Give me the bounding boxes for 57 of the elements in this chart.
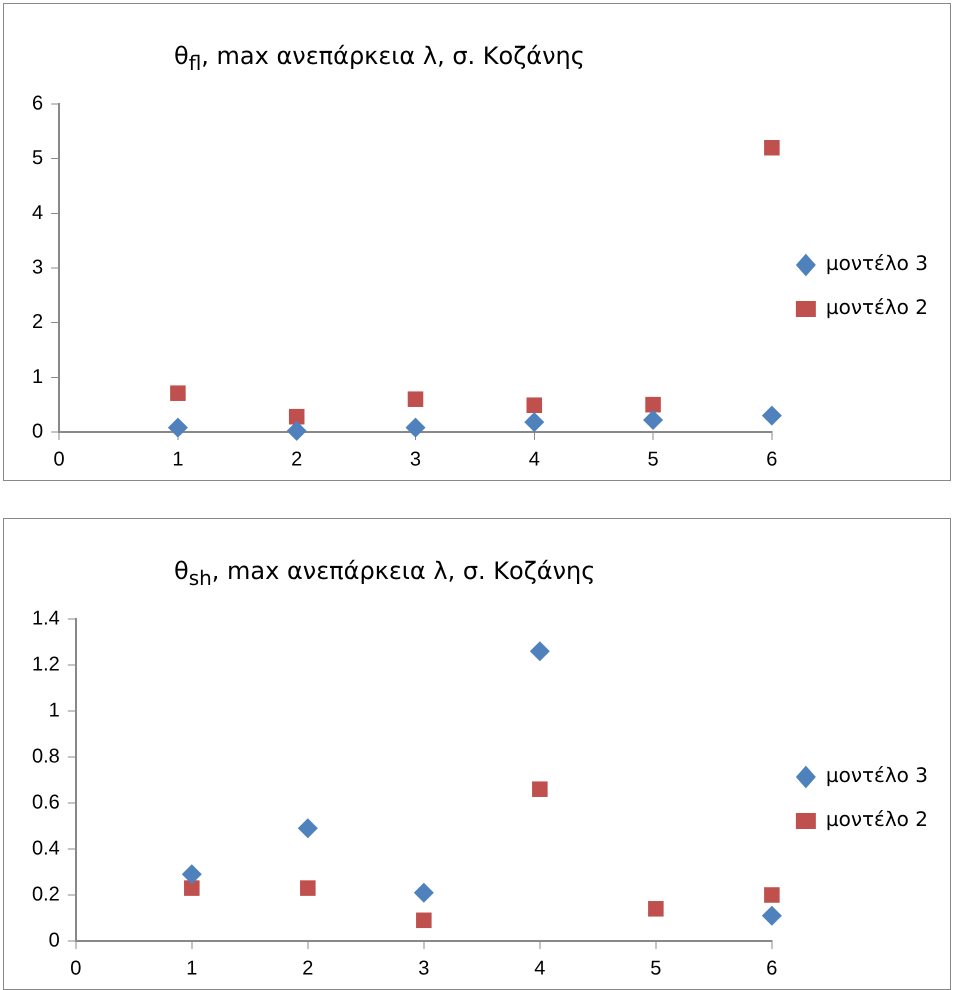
- x-tick-label: 1: [172, 448, 184, 471]
- point: [414, 882, 434, 903]
- point: [762, 406, 782, 426]
- point: [532, 781, 548, 797]
- y-tick-label: 1: [48, 700, 60, 722]
- point: [648, 901, 664, 917]
- point: [764, 140, 780, 156]
- point: [286, 420, 307, 441]
- legend-label: μοντέλο 3: [826, 763, 928, 788]
- y-tick-label: 1: [32, 366, 44, 388]
- x-tick-label: 2: [291, 448, 302, 471]
- point: [170, 385, 186, 401]
- y-tick-label: 0: [48, 930, 60, 952]
- x-tick-label: 1: [186, 958, 198, 980]
- point: [288, 408, 304, 424]
- y-tick-label: 0.4: [32, 838, 60, 860]
- x-tick-label: 5: [648, 448, 659, 471]
- x-tick-label: 0: [70, 958, 82, 980]
- x-tick-label: 2: [302, 958, 314, 980]
- y-tick-label: 1.2: [32, 654, 60, 676]
- x-tick-label: 3: [418, 958, 430, 980]
- y-tick-label: 0.6: [32, 792, 60, 814]
- x-tick-label: 3: [410, 448, 422, 471]
- y-tick-label: 3: [32, 256, 44, 279]
- legend-label: μοντέλο 2: [826, 295, 928, 320]
- point: [530, 641, 550, 662]
- y-tick-label: 1.4: [32, 608, 60, 630]
- chart-title: θ$_{fl}$, max ανεπάρκεια λ, σ. Κοζάνης: [174, 42, 585, 75]
- point: [643, 410, 664, 430]
- point: [184, 880, 200, 896]
- point: [524, 412, 544, 432]
- y-tick-label: 2: [32, 311, 44, 334]
- y-tick-label: 5: [32, 147, 44, 170]
- y-tick-label: 6: [32, 92, 44, 115]
- y-tick-label: 0.8: [32, 746, 60, 768]
- x-tick-label: 4: [528, 448, 540, 471]
- y-tick-label: 0.2: [32, 884, 60, 906]
- point: [645, 396, 661, 412]
- point: [764, 887, 780, 903]
- point: [298, 818, 318, 838]
- x-tick-label: 6: [766, 448, 778, 471]
- point: [405, 418, 426, 438]
- point: [408, 391, 424, 407]
- x-tick-label: 4: [534, 958, 546, 980]
- legend-label: μοντέλο 2: [826, 807, 928, 832]
- x-tick-label: 5: [650, 958, 662, 980]
- point: [416, 912, 432, 928]
- point: [168, 418, 188, 438]
- point: [182, 864, 202, 884]
- y-tick-label: 0: [32, 420, 44, 443]
- x-tick-label: 6: [766, 958, 778, 980]
- legend-label: μοντέλο 3: [826, 251, 928, 276]
- point: [526, 397, 542, 413]
- chart-title: θ$_{sh}$, max ανεπάρκεια λ, σ. Κοζάνης: [174, 557, 596, 590]
- y-tick-label: 4: [32, 202, 44, 224]
- point: [300, 880, 316, 896]
- point: [762, 906, 782, 926]
